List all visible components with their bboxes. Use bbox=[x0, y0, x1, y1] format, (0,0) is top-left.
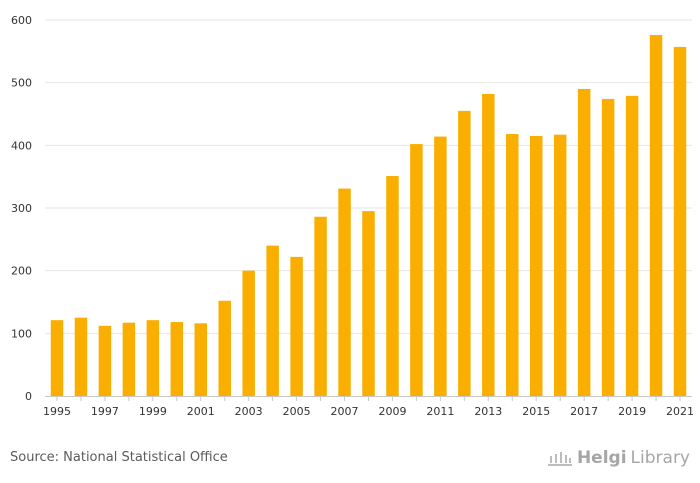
y-tick-label: 600 bbox=[11, 14, 32, 27]
x-tick-label: 1999 bbox=[139, 405, 167, 418]
bar-2013 bbox=[482, 93, 495, 397]
bar-2000 bbox=[170, 322, 184, 396]
x-tick-label: 2011 bbox=[426, 405, 454, 418]
library-building-icon bbox=[547, 452, 572, 466]
bar-2007 bbox=[338, 188, 351, 396]
x-tick-label: 2013 bbox=[474, 405, 502, 418]
bars bbox=[50, 35, 687, 397]
x-tick-label: 2003 bbox=[235, 405, 263, 418]
bar-1998 bbox=[122, 322, 136, 396]
x-tick-label: 2009 bbox=[378, 405, 406, 418]
bar-2009 bbox=[386, 176, 399, 396]
bar-chart: 0 100 200 300 400 500 600 1995 1997 1999 2001 2003… bbox=[11, 14, 694, 418]
bar-2021 bbox=[673, 46, 687, 397]
bar-1996 bbox=[74, 317, 88, 396]
source-note: Source: National Statistical Office bbox=[10, 450, 228, 465]
bar-2006 bbox=[314, 216, 327, 396]
y-tick-label: 400 bbox=[11, 139, 32, 152]
bar-2003 bbox=[242, 270, 255, 396]
x-tick-label: 1997 bbox=[91, 405, 119, 418]
bar-2005 bbox=[290, 256, 303, 396]
bar-2018 bbox=[601, 98, 615, 397]
bar-2016 bbox=[553, 134, 567, 396]
x-tick-label: 2017 bbox=[570, 405, 598, 418]
bar-1995 bbox=[50, 320, 64, 396]
x-tick-label: 2007 bbox=[331, 405, 359, 418]
y-tick-label: 500 bbox=[11, 77, 32, 90]
x-tick-label: 2015 bbox=[522, 405, 550, 418]
bar-2008 bbox=[362, 211, 375, 396]
logo-text-helgi: Helgi bbox=[576, 448, 627, 468]
x-axis-ticks: 1995 1997 1999 2001 2003 2005 2007 2009 2011 2013… bbox=[43, 396, 694, 418]
y-tick-label: 0 bbox=[25, 390, 32, 403]
x-tick-label: 2019 bbox=[618, 405, 646, 418]
bar-2004 bbox=[266, 245, 279, 396]
bar-2010 bbox=[410, 144, 423, 396]
x-tick-label: 2001 bbox=[187, 405, 215, 418]
x-tick-label: 2021 bbox=[666, 405, 694, 418]
y-tick-label: 300 bbox=[11, 202, 32, 215]
bar-1997 bbox=[98, 325, 112, 396]
bar-2001 bbox=[194, 323, 207, 396]
logo-text-library: Library bbox=[630, 448, 690, 468]
bar-2020 bbox=[649, 35, 663, 396]
bar-2012 bbox=[458, 110, 471, 396]
bar-2014 bbox=[506, 134, 519, 396]
helgilibrary-logo: Helgi Library bbox=[547, 448, 690, 468]
x-tick-label: 1995 bbox=[43, 405, 71, 418]
bar-2011 bbox=[434, 136, 447, 396]
bar-2017 bbox=[577, 88, 591, 396]
y-tick-label: 100 bbox=[11, 327, 32, 340]
bar-1999 bbox=[146, 320, 160, 396]
y-tick-label: 200 bbox=[11, 265, 32, 278]
bar-2019 bbox=[625, 95, 639, 397]
y-axis-ticks: 0 100 200 300 400 500 600 bbox=[11, 14, 32, 403]
bar-2015 bbox=[530, 135, 543, 396]
bar-2002 bbox=[218, 300, 231, 396]
x-tick-label: 2005 bbox=[283, 405, 311, 418]
